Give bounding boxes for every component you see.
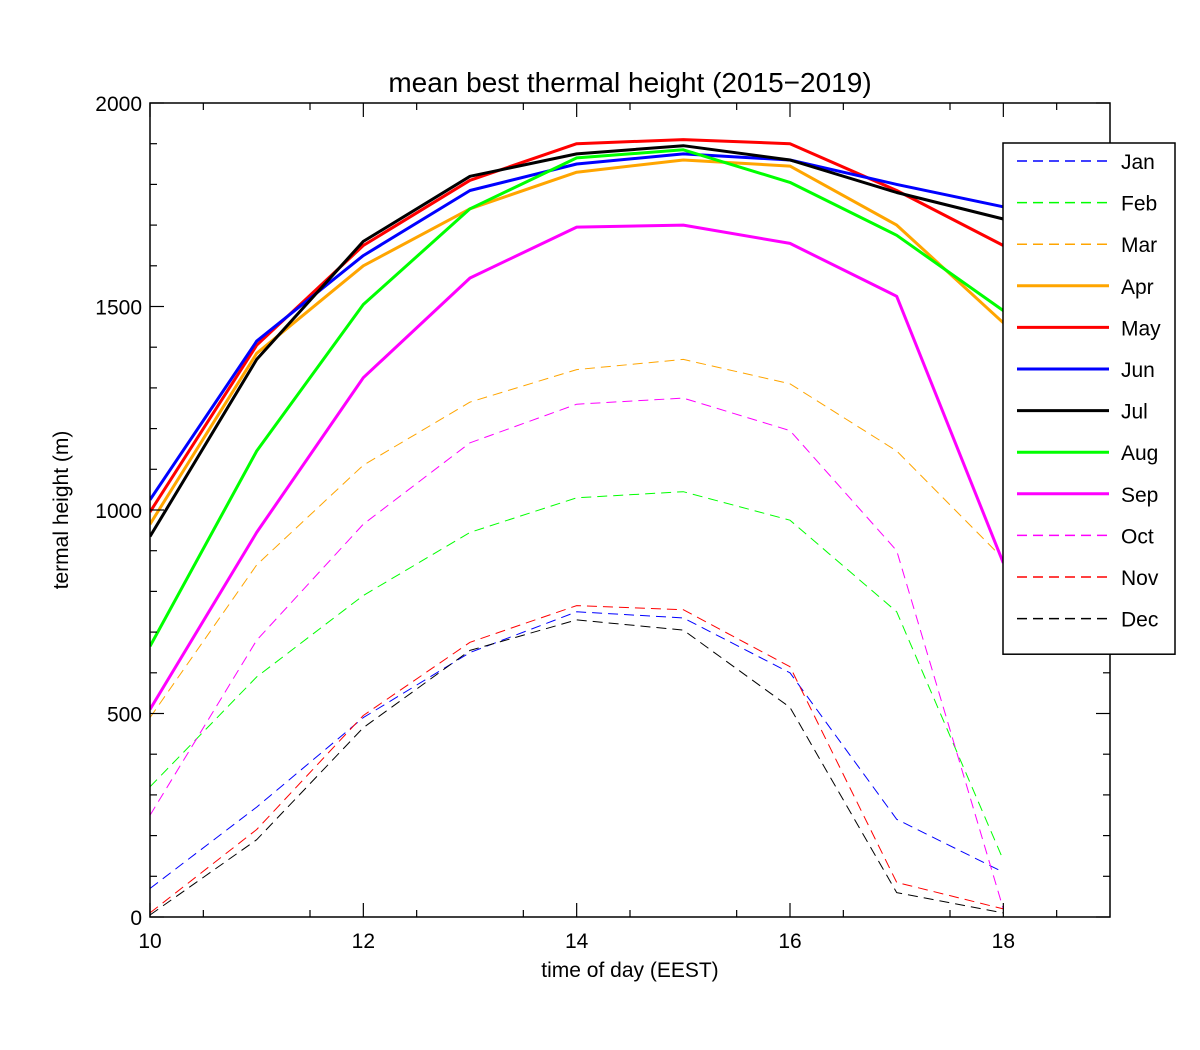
legend-label-mar: Mar	[1121, 234, 1157, 257]
legend-label-may: May	[1121, 317, 1161, 340]
legend-box	[1002, 142, 1176, 655]
y-tick-label: 0	[130, 907, 142, 930]
legend-label-aug: Aug	[1121, 442, 1158, 465]
series-line-dec	[150, 619, 1004, 916]
legend-label-jun: Jun	[1121, 359, 1155, 382]
legend-label-nov: Nov	[1121, 567, 1159, 590]
series-line-nov	[150, 605, 1004, 914]
axis-ticks: 10 12 14 16 18 0 500 1000 1500 2000	[95, 93, 1110, 953]
series-line-jul	[150, 144, 1004, 538]
x-axis-label: time of day (EEST)	[541, 959, 718, 982]
series-line-sep	[150, 223, 1005, 711]
y-tick-label: 2000	[95, 93, 142, 116]
y-axis-label: termal height (m)	[50, 431, 73, 590]
legend-label-jan: Jan	[1121, 151, 1155, 174]
x-tick-label: 16	[778, 930, 801, 953]
series-line-oct	[150, 397, 1004, 910]
series-line-jan	[150, 611, 1004, 889]
legend-label-jul: Jul	[1121, 401, 1148, 424]
x-tick-label: 18	[992, 930, 1015, 953]
chart-title: mean best thermal height (2015−2019)	[388, 67, 871, 98]
x-tick-label: 12	[352, 930, 375, 953]
x-tick-label: 10	[138, 930, 161, 953]
y-tick-label: 1000	[95, 500, 142, 523]
y-tick-label: 1500	[95, 297, 142, 320]
legend-label-feb: Feb	[1121, 193, 1157, 216]
legend-label-apr: Apr	[1121, 276, 1154, 299]
legend-label-dec: Dec	[1121, 609, 1158, 632]
x-tick-label: 14	[565, 930, 589, 953]
series-layer	[150, 138, 1005, 916]
legend-label-oct: Oct	[1121, 525, 1154, 548]
legend-label-sep: Sep	[1121, 484, 1158, 507]
series-line-jun	[150, 152, 1004, 501]
series-line-apr	[150, 158, 1005, 525]
legend: Jan Feb Mar Apr May Jun Jul Aug Sep Oct Nov Dec	[1002, 142, 1176, 655]
series-line-mar	[150, 358, 1004, 718]
series-line-aug	[150, 148, 1005, 648]
series-line-feb	[150, 491, 1004, 861]
y-tick-label: 500	[107, 704, 142, 727]
